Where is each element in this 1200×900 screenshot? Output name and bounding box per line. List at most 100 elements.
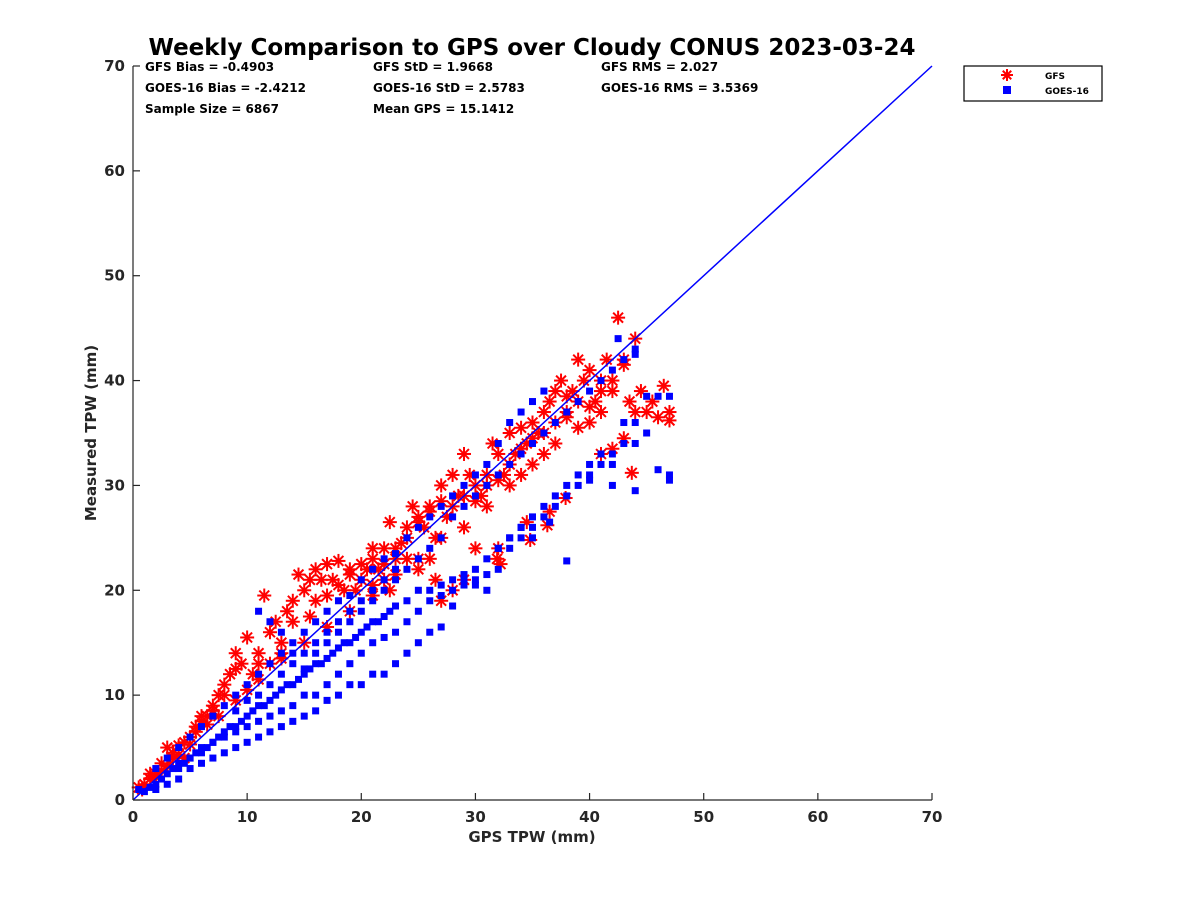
gfs-point-77: [571, 352, 586, 367]
chart-title: Weekly Comparison to GPS over Cloudy CON…: [149, 35, 916, 61]
goes-point-198: [392, 565, 400, 573]
goes-point-4: [158, 775, 166, 783]
goes-point-161: [357, 576, 365, 584]
gfs-point-173: [457, 520, 472, 535]
goes-point-234: [574, 481, 582, 489]
goes-point-195: [357, 597, 365, 605]
goes-point-214: [346, 660, 354, 668]
gfs-point-28: [291, 567, 306, 582]
goes-point-231: [540, 513, 548, 521]
goes-point-164: [323, 607, 331, 615]
goes-point-186: [255, 691, 263, 699]
gfs-point-30: [302, 572, 317, 587]
gfs-point-168: [536, 446, 551, 461]
goes-point-142: [643, 392, 651, 400]
goes-point-105: [197, 759, 205, 767]
gfs-point-139: [365, 541, 380, 556]
goes-point-200: [323, 681, 331, 689]
goes-point-72: [608, 481, 616, 489]
goes-point-111: [312, 649, 320, 657]
goes-point-157: [403, 534, 411, 542]
goes-point-225: [471, 576, 479, 584]
y-tick-label-0: 0: [115, 791, 125, 809]
goes-point-204: [277, 707, 285, 715]
goes-point-151: [471, 471, 479, 479]
goes-point-172: [232, 691, 240, 699]
gfs-point-67: [514, 420, 529, 435]
goes-point-2: [146, 783, 154, 791]
y-tick-label-4: 40: [104, 372, 125, 390]
goes-point-12: [203, 744, 211, 752]
goes-point-167: [289, 639, 297, 647]
gfs-point-119: [217, 688, 232, 703]
goes-point-146: [529, 398, 536, 406]
ticks-layer: 0 10 20 30 40 50 60 70 0 10 20 30 40 50 60 70: [104, 57, 942, 826]
goes-point-215: [357, 649, 365, 657]
gfs-point-33: [320, 557, 335, 572]
gfs-point-172: [479, 499, 494, 514]
gfs-point-53: [434, 478, 449, 493]
goes-point-220: [414, 607, 422, 615]
goes-point-118: [392, 576, 400, 584]
gfs-point-88: [633, 384, 648, 399]
goes-point-64: [608, 450, 616, 458]
legend-gfs-label: GFS: [1045, 72, 1065, 82]
goes-point-51: [460, 571, 468, 579]
gfs-point-17: [228, 646, 243, 661]
goes-point-75: [546, 518, 554, 526]
goes-point-57: [529, 513, 536, 521]
goes-point-116: [369, 597, 377, 605]
goes-point-94: [323, 696, 331, 704]
goes-point-96: [300, 712, 308, 720]
goes-point-179: [152, 765, 160, 773]
goes-point-235: [586, 471, 594, 479]
x-tick-label-4: 40: [579, 808, 600, 826]
goes-point-152: [460, 481, 468, 489]
goes-point-18: [237, 717, 245, 725]
goes-point-140: [614, 335, 622, 343]
goes-point-77: [517, 523, 525, 531]
goes-point-190: [300, 649, 308, 657]
goes-point-218: [392, 628, 400, 636]
goes-point-137: [608, 366, 616, 374]
gfs-point-31: [308, 562, 323, 577]
goes-point-223: [449, 586, 457, 594]
goes-point-39: [357, 628, 365, 636]
y-tick-label-2: 20: [104, 581, 125, 599]
goes-point-10: [192, 749, 200, 757]
goes-point-182: [277, 628, 285, 636]
gfs-point-115: [382, 515, 397, 530]
goes-point-63: [597, 450, 605, 458]
stat-goes-rms: GOES-16 RMS = 3.5369: [601, 81, 758, 95]
goes-point-232: [551, 502, 559, 510]
goes-point-23: [266, 696, 274, 704]
gfs-point-169: [525, 457, 540, 472]
goes-point-27: [289, 681, 297, 689]
goes-point-229: [517, 534, 525, 542]
goes-point-50: [449, 576, 457, 584]
goes-point-207: [243, 723, 251, 731]
goes-point-117: [380, 586, 388, 594]
goes-point-237: [608, 460, 616, 468]
stat-gfs-rms: GFS RMS = 2.027: [601, 60, 718, 74]
gfs-point-89: [639, 405, 654, 420]
goes-point-169: [266, 660, 274, 668]
goes-point-61: [574, 471, 582, 479]
goes-point-135: [586, 387, 594, 395]
goes-point-184: [232, 707, 240, 715]
goes-point-138: [620, 356, 628, 364]
goes-point-108: [163, 780, 171, 788]
plot-area: 0 10 20 30 40 50 60 70 0 10 20 30 40 50 60 70: [104, 57, 942, 826]
goes-point-33: [323, 654, 331, 662]
goes-point-238: [620, 419, 628, 427]
goes-point-84: [437, 623, 445, 631]
goes-point-112: [323, 639, 331, 647]
goes-point-73: [586, 476, 594, 484]
goes-point-15: [220, 728, 228, 736]
gfs-point-69: [525, 415, 540, 430]
gfs-point-29: [297, 583, 312, 598]
one-to-one-line: [132, 65, 933, 801]
gfs-point-32: [314, 572, 329, 587]
goes-point-62: [586, 460, 594, 468]
goes-point-129: [517, 450, 525, 458]
